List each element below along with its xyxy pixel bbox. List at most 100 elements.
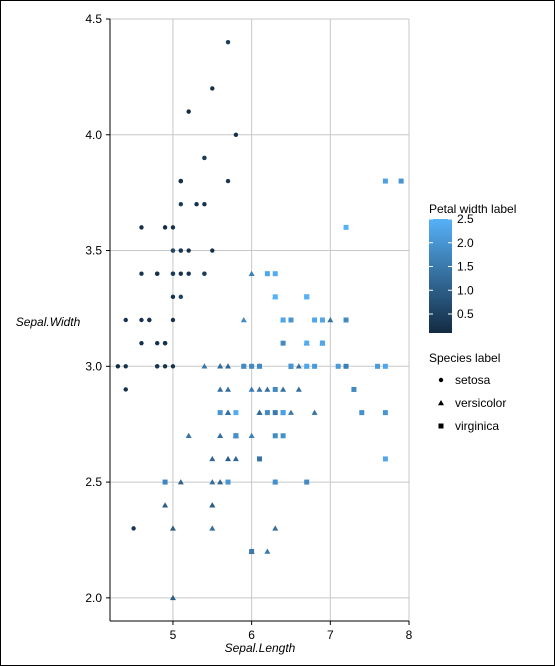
data-point-circle bbox=[202, 202, 207, 207]
data-point-circle bbox=[115, 364, 121, 369]
data-point-square bbox=[382, 363, 388, 369]
data-point-circle bbox=[123, 364, 128, 369]
x-ticks: 5 6 7 8 bbox=[170, 621, 413, 642]
data-point-triangle bbox=[295, 386, 302, 392]
data-point-square bbox=[375, 363, 381, 369]
data-point-square bbox=[217, 410, 223, 416]
data-point-square bbox=[288, 317, 294, 323]
data-point-circle bbox=[210, 86, 215, 91]
data-point-circle bbox=[178, 248, 184, 253]
data-point-square bbox=[319, 317, 325, 323]
data-point-circle bbox=[123, 317, 128, 323]
legend-label-setosa: setosa bbox=[455, 373, 491, 387]
data-point-triangle bbox=[209, 502, 216, 508]
data-point-triangle bbox=[256, 409, 263, 415]
data-point-triangle bbox=[201, 363, 208, 369]
data-point-square bbox=[288, 363, 294, 369]
data-point-triangle bbox=[225, 386, 232, 392]
data-point-triangle bbox=[327, 317, 334, 323]
data-point-circle bbox=[139, 340, 144, 346]
data-point-circle bbox=[178, 202, 184, 207]
legend-key-virginica bbox=[438, 423, 444, 429]
data-point-circle bbox=[162, 225, 168, 230]
data-point-triangle bbox=[295, 363, 302, 369]
color-legend-tick-label: 2.0 bbox=[457, 236, 474, 250]
data-point-circle bbox=[186, 109, 191, 114]
data-point-triangle bbox=[169, 525, 176, 531]
x-tick-label: 5 bbox=[170, 628, 177, 642]
data-point-circle bbox=[225, 178, 231, 184]
data-point-square bbox=[382, 456, 388, 462]
data-point-square bbox=[272, 271, 278, 277]
data-point-square bbox=[304, 340, 310, 346]
data-point-triangle bbox=[232, 455, 239, 462]
data-point-circle bbox=[194, 202, 199, 207]
data-point-circle bbox=[178, 271, 184, 276]
data-point-circle bbox=[170, 364, 176, 369]
data-point-square bbox=[304, 479, 310, 485]
data-point-square bbox=[343, 224, 349, 230]
data-point-circle bbox=[139, 317, 144, 323]
y-tick-label: 3.5 bbox=[85, 244, 102, 258]
data-point-triangle bbox=[225, 363, 232, 369]
data-point-square bbox=[312, 363, 318, 369]
data-point-square bbox=[280, 340, 286, 346]
shape-legend-title: Species label bbox=[429, 351, 500, 365]
data-point-square bbox=[249, 363, 255, 369]
data-point-square bbox=[162, 479, 168, 485]
data-point-circle bbox=[155, 271, 160, 276]
data-point-square bbox=[319, 340, 325, 346]
data-point-triangle bbox=[209, 525, 216, 531]
data-point-square bbox=[272, 294, 278, 300]
grid bbox=[110, 18, 410, 621]
data-point-square bbox=[257, 363, 262, 369]
color-legend-title: Petal width label bbox=[429, 202, 516, 216]
data-point-triangle bbox=[209, 455, 216, 462]
data-point-square bbox=[280, 317, 286, 323]
data-point-triangle bbox=[225, 409, 232, 415]
x-tick-label: 7 bbox=[327, 628, 334, 642]
shape-legend: Species label setosa versicolor virginica bbox=[429, 351, 506, 433]
y-tick-label: 2.0 bbox=[85, 591, 102, 605]
legend-key-setosa bbox=[438, 377, 444, 383]
y-tick-label: 4.5 bbox=[85, 12, 102, 26]
color-legend-tick-label: 1.5 bbox=[457, 260, 474, 274]
data-point-circle bbox=[162, 364, 168, 369]
data-point-square bbox=[343, 317, 349, 323]
data-point-square bbox=[272, 433, 278, 439]
data-point-circle bbox=[186, 271, 191, 276]
data-point-square bbox=[382, 410, 388, 416]
y-ticks: 2.0 2.5 3.0 3.5 4.0 4.5 bbox=[85, 12, 110, 605]
data-point-circle bbox=[155, 364, 160, 369]
legend-key-versicolor bbox=[438, 400, 444, 406]
data-point-triangle bbox=[185, 432, 192, 439]
data-point-circle bbox=[139, 271, 144, 276]
shape-legend-entries: setosa versicolor virginica bbox=[438, 373, 506, 433]
data-point-square bbox=[359, 410, 365, 416]
x-axis-title: Sepal.Length bbox=[225, 641, 296, 655]
data-point-square bbox=[335, 363, 341, 369]
data-point-triangle bbox=[217, 363, 224, 369]
data-point-triangle bbox=[169, 594, 176, 601]
data-point-circle bbox=[155, 340, 160, 346]
color-legend-tick-label: 1.0 bbox=[457, 283, 474, 297]
data-point-triangle bbox=[162, 502, 169, 508]
data-point-circle bbox=[170, 248, 176, 253]
data-point-triangle bbox=[248, 270, 255, 276]
data-point-circle bbox=[170, 225, 176, 230]
color-legend-tick-label: 2.5 bbox=[457, 212, 474, 226]
data-point-square bbox=[304, 294, 310, 300]
data-point-triangle bbox=[248, 432, 255, 439]
data-point-triangle bbox=[287, 409, 294, 415]
y-tick-label: 4.0 bbox=[85, 128, 102, 142]
data-point-triangle bbox=[280, 386, 287, 392]
data-point-circle bbox=[233, 132, 239, 137]
data-point-square bbox=[343, 363, 349, 369]
color-legend-bar bbox=[429, 219, 452, 333]
data-point-square bbox=[264, 410, 270, 416]
data-point-circle bbox=[202, 155, 207, 161]
data-point-triangle bbox=[264, 548, 271, 554]
data-point-square bbox=[280, 410, 286, 416]
data-point-circle bbox=[186, 248, 191, 253]
data-point-triangle bbox=[248, 386, 255, 392]
